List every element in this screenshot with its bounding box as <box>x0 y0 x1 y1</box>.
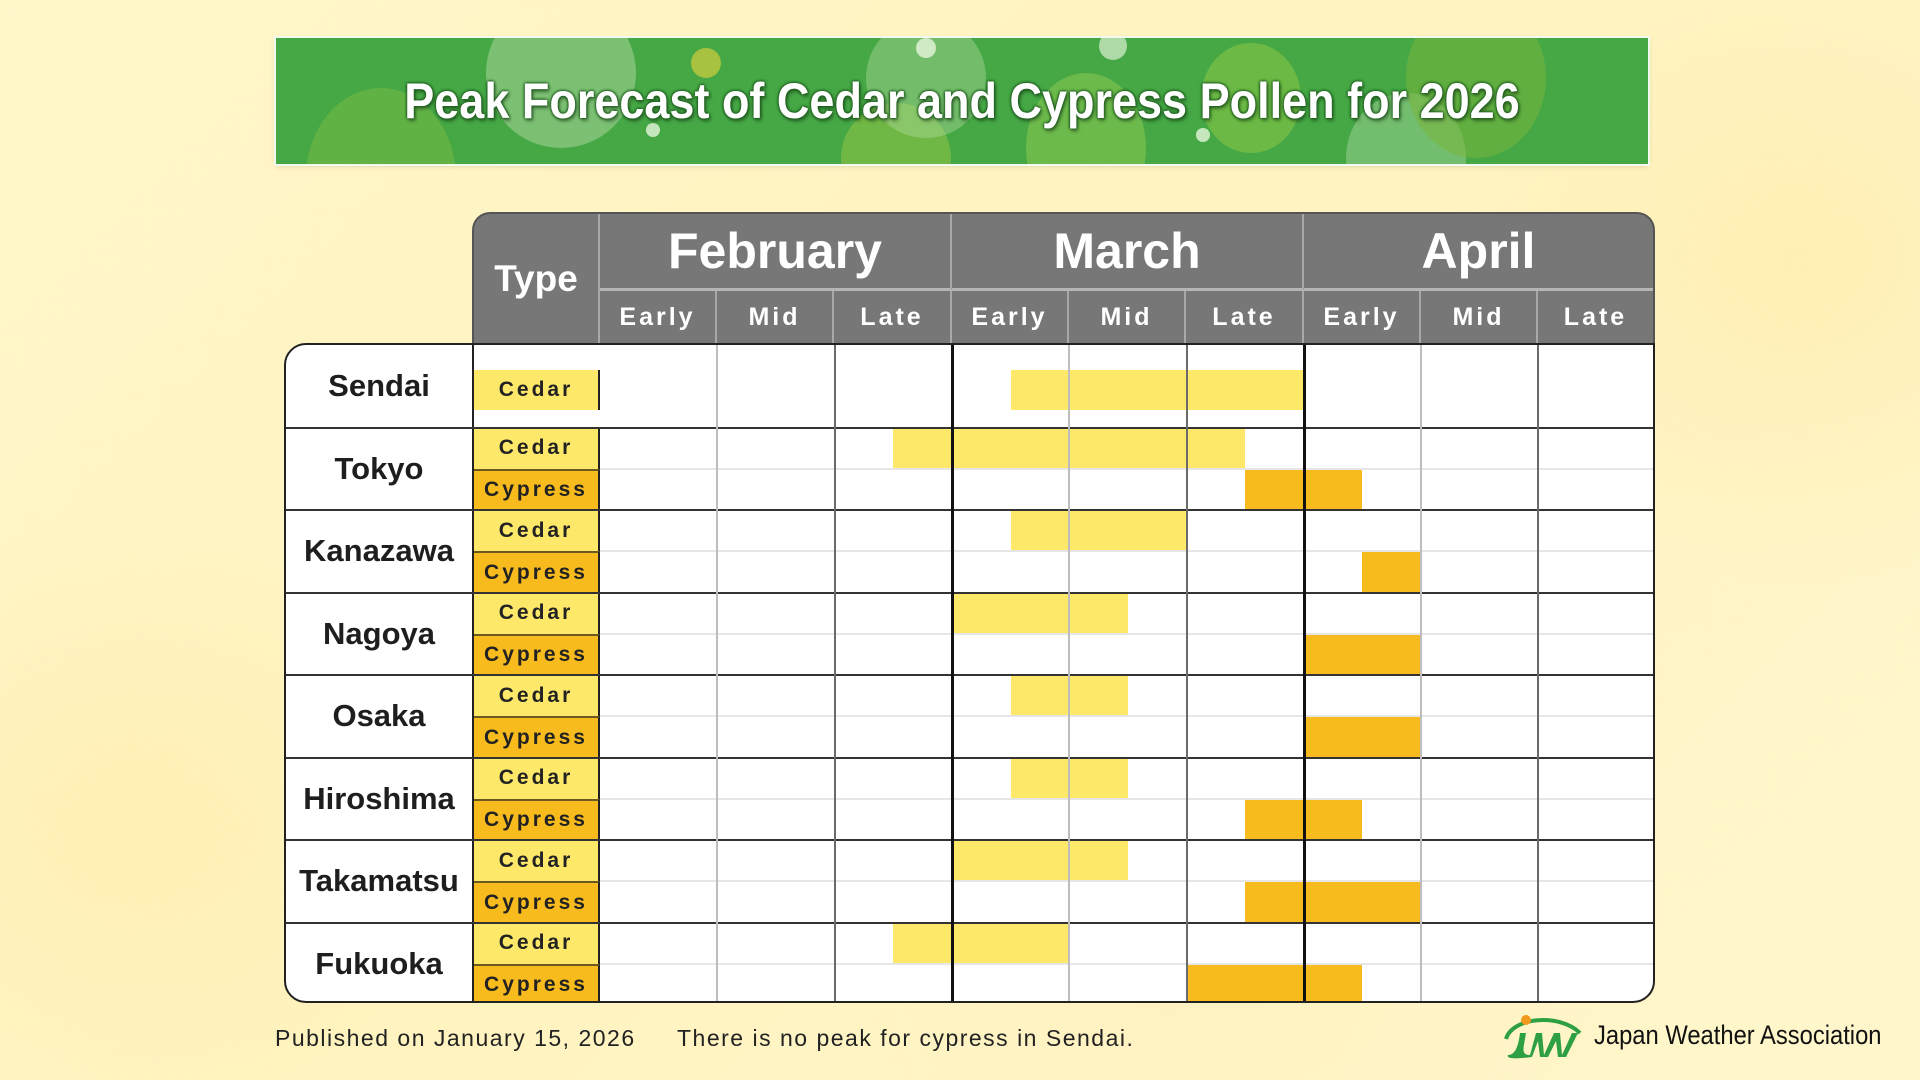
decorative-bubble <box>1099 38 1127 60</box>
row-divider <box>600 880 1653 883</box>
cypress-type-label: Cypress <box>474 963 600 1001</box>
row-divider <box>600 715 1653 718</box>
jwa-logo: Japan Weather Association <box>1500 1010 1920 1060</box>
decorative-bubble <box>646 123 660 137</box>
cedar-peak-bar <box>893 922 1070 964</box>
cypress-type-label: Cypress <box>474 633 600 675</box>
city-divider <box>286 756 1653 759</box>
decorative-bubble <box>916 38 936 58</box>
cypress-peak-bar <box>1186 963 1363 1001</box>
city-name: Tokyo <box>286 427 474 510</box>
period-header: Late <box>834 291 952 343</box>
month-divider <box>1302 345 1306 1001</box>
decorative-bubble <box>691 48 721 78</box>
cedar-type-label: Cedar <box>474 675 600 717</box>
cypress-type-label: Cypress <box>474 798 600 840</box>
cypress-peak-bar <box>1245 881 1422 923</box>
city-block-kanazawa: Kanazawa Cedar Cypress <box>286 510 1653 593</box>
city-name: Kanazawa <box>286 510 474 593</box>
cedar-peak-bar <box>951 592 1128 634</box>
type-column-header: Type <box>474 214 600 343</box>
cypress-type-label: Cypress <box>474 881 600 923</box>
period-divider <box>833 345 836 1001</box>
table-header: Type February March April Early Mid Late… <box>472 212 1655 343</box>
cedar-type-label: Cedar <box>474 427 600 469</box>
cedar-peak-bar <box>951 840 1128 882</box>
month-header-april: April <box>1304 214 1653 291</box>
city-name: Takamatsu <box>286 840 474 923</box>
city-block-fukuoka: Fukuoka Cedar Cypress <box>286 922 1653 1001</box>
row-divider <box>600 550 1653 553</box>
city-block-sendai: Sendai Cedar <box>286 345 1653 428</box>
period-divider <box>1185 345 1188 1001</box>
cypress-peak-bar <box>1303 633 1422 675</box>
period-header: Late <box>1186 291 1304 343</box>
cedar-type-label: Cedar <box>474 922 600 964</box>
city-block-hiroshima: Hiroshima Cedar Cypress <box>286 757 1653 840</box>
jwa-logo-icon <box>1504 1015 1582 1059</box>
cedar-type-label: Cedar <box>474 370 600 411</box>
cedar-type-label: Cedar <box>474 592 600 634</box>
city-name: Nagoya <box>286 592 474 675</box>
month-header-february: February <box>600 214 952 291</box>
city-divider <box>286 426 1653 429</box>
city-block-tokyo: Tokyo Cedar Cypress <box>286 427 1653 510</box>
cedar-peak-bar <box>1010 370 1304 411</box>
period-divider <box>716 345 719 1001</box>
footnote: There is no peak for cypress in Sendai. <box>677 1025 1135 1051</box>
row-divider <box>600 632 1653 635</box>
city-name: Fukuoka <box>286 922 474 1001</box>
month-divider <box>950 345 954 1001</box>
cypress-type-label: Cypress <box>474 468 600 510</box>
city-divider <box>286 591 1653 594</box>
city-divider <box>286 839 1653 841</box>
chart-title: Peak Forecast of Cedar and Cypress Polle… <box>404 73 1520 129</box>
period-divider <box>1420 345 1423 1001</box>
period-header: Early <box>600 291 717 343</box>
period-header: Mid <box>717 291 834 343</box>
period-header: Late <box>1563 302 1628 331</box>
period-divider <box>1068 345 1071 1001</box>
cypress-peak-bar <box>1303 716 1422 758</box>
city-block-osaka: Osaka Cedar Cypress <box>286 675 1653 758</box>
month-header-march: March <box>952 214 1304 291</box>
cedar-type-label: Cedar <box>474 757 600 799</box>
cypress-peak-bar <box>1362 551 1422 593</box>
published-date: Published on January 15, 2026 <box>275 1025 636 1051</box>
period-header: Mid <box>1421 291 1538 343</box>
period-header: Early <box>1304 291 1421 343</box>
cypress-type-label: Cypress <box>474 716 600 758</box>
organization-name: Japan Weather Association <box>1594 1019 1882 1050</box>
city-block-nagoya: Nagoya Cedar Cypress <box>286 592 1653 675</box>
row-divider <box>600 797 1653 800</box>
title-banner: Peak Forecast of Cedar and Cypress Polle… <box>276 38 1648 164</box>
city-name: Hiroshima <box>286 757 474 840</box>
cedar-type-label: Cedar <box>474 510 600 552</box>
period-header: Mid <box>1069 291 1186 343</box>
period-header: Early <box>952 291 1069 343</box>
cedar-peak-bar <box>1010 510 1187 552</box>
city-divider <box>286 921 1653 924</box>
row-divider <box>600 467 1653 470</box>
cedar-type-label: Cedar <box>474 840 600 882</box>
forecast-table-body: Sendai Cedar Tokyo Cedar Cypress Kanazawa Ceda… <box>284 343 1655 1003</box>
city-name: Sendai <box>286 345 474 428</box>
decorative-bubble <box>1201 43 1301 153</box>
decorative-bubble <box>1196 128 1210 142</box>
row-divider <box>600 962 1653 965</box>
cypress-type-label: Cypress <box>474 551 600 593</box>
city-divider <box>286 674 1653 676</box>
period-divider <box>1537 345 1540 1001</box>
city-block-takamatsu: Takamatsu Cedar Cypress <box>286 840 1653 923</box>
city-divider <box>286 509 1653 511</box>
city-name: Osaka <box>286 675 474 758</box>
